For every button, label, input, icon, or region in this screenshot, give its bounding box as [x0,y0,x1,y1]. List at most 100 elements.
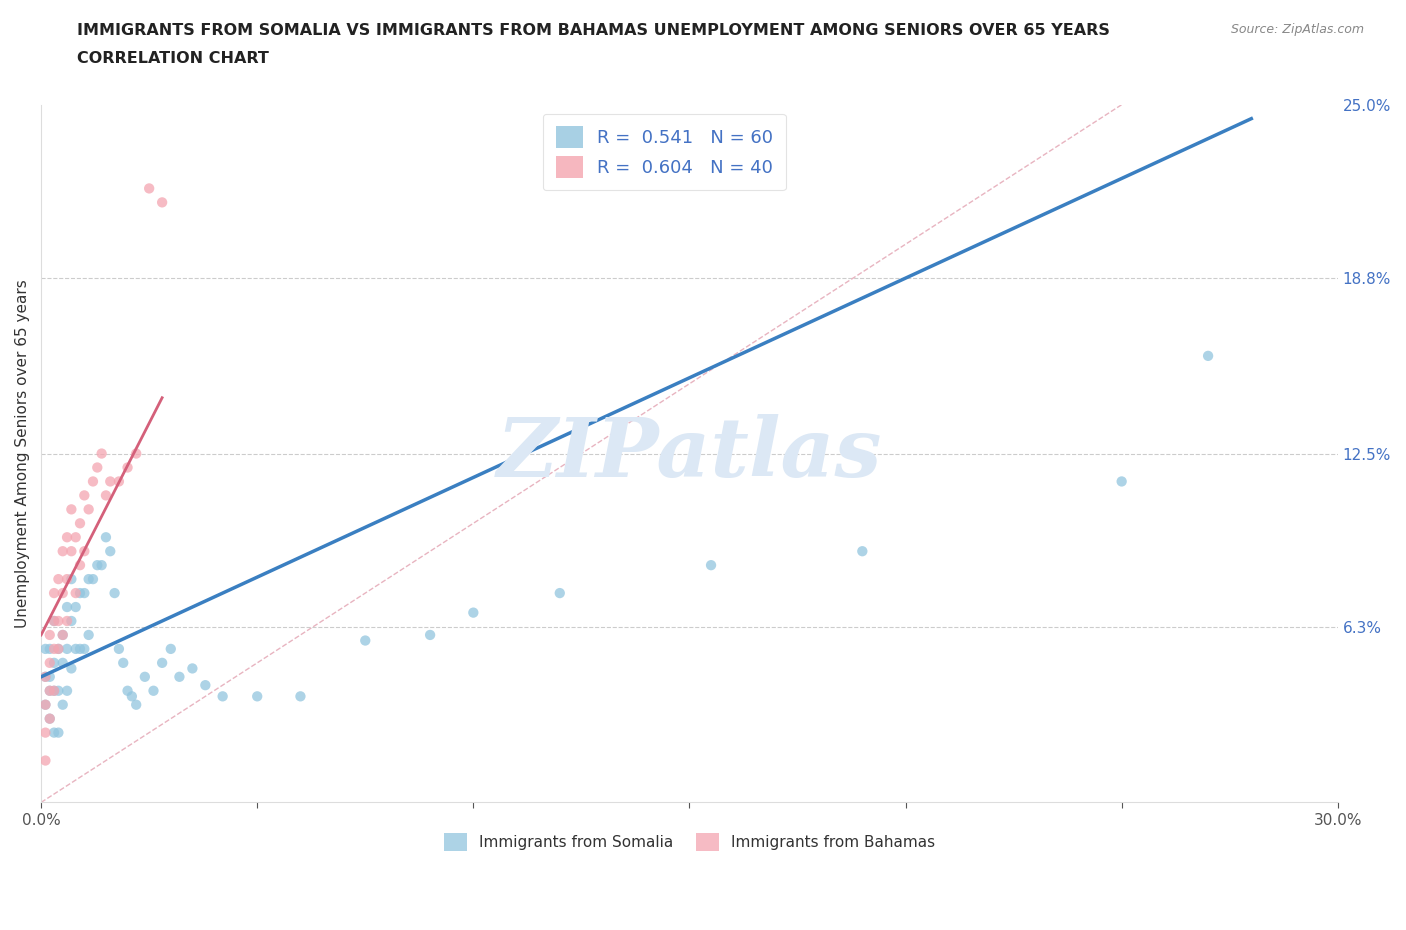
Point [1197,349,1219,364]
Point [194,678,217,693]
Point [34,670,56,684]
Point [52,698,75,712]
Point [98,474,121,489]
Point [117,684,139,698]
Point [169,670,191,684]
Point [60,661,83,676]
Point [86,558,108,573]
Point [82,572,104,587]
Point [211,689,233,704]
Point [103,586,125,601]
Point [82,474,104,489]
Point [48,614,70,629]
Point [38,684,60,698]
Point [52,628,75,643]
Point [42,684,65,698]
Point [48,642,70,657]
Point [112,656,135,671]
Point [117,460,139,475]
Point [73,488,96,503]
Point [77,502,100,517]
Point [52,628,75,643]
Point [90,558,112,573]
Point [38,684,60,698]
Point [60,614,83,629]
Point [42,642,65,657]
Point [60,544,83,559]
Point [48,725,70,740]
Point [150,656,173,671]
Point [548,586,571,601]
Point [38,711,60,726]
Point [142,684,165,698]
Point [69,586,91,601]
Point [52,586,75,601]
Point [42,614,65,629]
Point [38,642,60,657]
Point [73,586,96,601]
Point [181,661,204,676]
Point [34,670,56,684]
Point [290,689,312,704]
Point [56,684,79,698]
Point [246,689,269,704]
Point [159,642,181,657]
Point [86,460,108,475]
Point [77,572,100,587]
Point [77,628,100,643]
Point [52,544,75,559]
Point [38,628,60,643]
Point [34,642,56,657]
Point [1111,474,1133,489]
Point [69,516,91,531]
Point [65,642,87,657]
Point [463,605,485,620]
Point [38,670,60,684]
Point [851,544,873,559]
Point [34,725,56,740]
Point [65,586,87,601]
Point [60,502,83,517]
Y-axis label: Unemployment Among Seniors over 65 years: Unemployment Among Seniors over 65 years [15,279,30,628]
Point [125,446,148,461]
Point [48,642,70,657]
Point [90,446,112,461]
Point [34,698,56,712]
Point [34,753,56,768]
Point [65,600,87,615]
Point [42,656,65,671]
Point [48,684,70,698]
Point [354,633,377,648]
Text: CORRELATION CHART: CORRELATION CHART [77,51,269,66]
Point [60,572,83,587]
Point [56,572,79,587]
Point [98,544,121,559]
Point [700,558,723,573]
Point [42,684,65,698]
Legend: Immigrants from Somalia, Immigrants from Bahamas: Immigrants from Somalia, Immigrants from… [437,827,942,857]
Text: Source: ZipAtlas.com: Source: ZipAtlas.com [1230,23,1364,36]
Point [42,725,65,740]
Point [419,628,441,643]
Point [69,642,91,657]
Point [125,698,148,712]
Point [94,530,117,545]
Point [69,558,91,573]
Point [56,530,79,545]
Text: IMMIGRANTS FROM SOMALIA VS IMMIGRANTS FROM BAHAMAS UNEMPLOYMENT AMONG SENIORS OV: IMMIGRANTS FROM SOMALIA VS IMMIGRANTS FR… [77,23,1111,38]
Point [48,572,70,587]
Point [73,642,96,657]
Point [42,614,65,629]
Point [108,474,131,489]
Point [94,488,117,503]
Point [121,689,143,704]
Point [56,642,79,657]
Point [134,670,156,684]
Point [56,600,79,615]
Point [38,656,60,671]
Point [65,530,87,545]
Point [52,656,75,671]
Point [138,181,160,196]
Point [56,614,79,629]
Point [108,642,131,657]
